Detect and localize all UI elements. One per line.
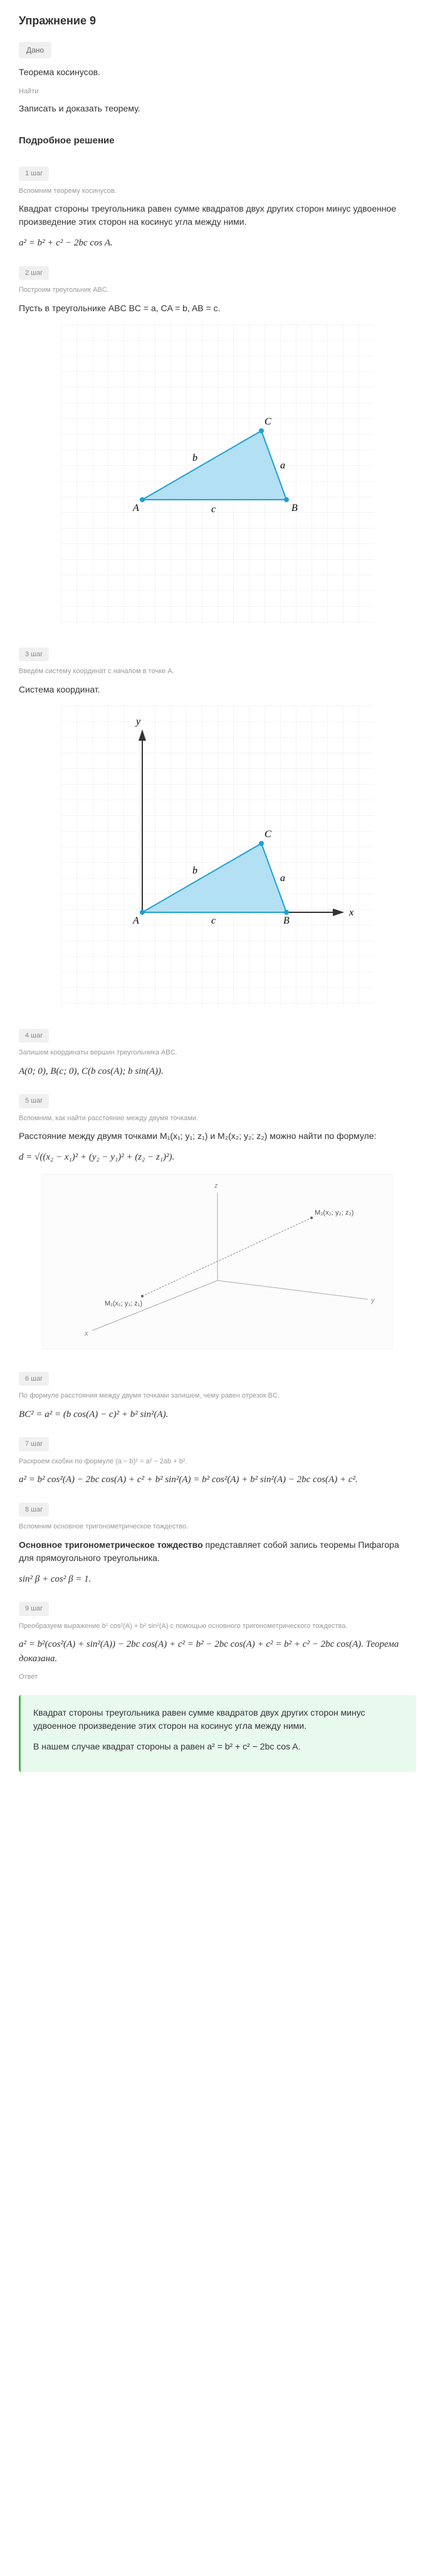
svg-text:c: c xyxy=(211,504,216,515)
triangle-grid-figure: A B C b a c xyxy=(19,324,416,629)
svg-text:z: z xyxy=(214,1182,218,1190)
step-badge: 7 шаг xyxy=(19,1437,49,1451)
3d-svg: y x z M₁(x₁; y₁; z₁) M₂(x₂; y₂; z₂) xyxy=(42,1174,393,1349)
step-badge: 5 шаг xyxy=(19,1094,49,1108)
svg-text:A: A xyxy=(132,503,139,513)
svg-text:b: b xyxy=(192,453,197,463)
axes-svg: x y A B C b a c xyxy=(61,706,374,1006)
step-desc: Раскроем скобки по формуле (a − b)² = a²… xyxy=(19,1456,416,1467)
formula: A(0; 0), B(c; 0), C(b cos(A); b sin(A)). xyxy=(19,1064,416,1079)
solution-title: Подробное решение xyxy=(19,134,416,148)
find-label: Найти xyxy=(19,86,416,97)
formula: sin² β + cos² β = 1. xyxy=(19,1572,416,1587)
svg-text:x: x xyxy=(349,907,354,918)
step-desc: По формуле расстояния между двумя точкам… xyxy=(19,1391,416,1401)
svg-text:c: c xyxy=(211,915,216,926)
step-badge: 2 шаг xyxy=(19,266,49,281)
step-desc: Запишем координаты вершин треугольника A… xyxy=(19,1048,416,1058)
step-desc: Построим треугольник ABC. xyxy=(19,285,416,296)
step-badge: 6 шаг xyxy=(19,1372,49,1386)
formula: a² = b²(cos²(A) + sin²(A)) − 2bc cos(A) … xyxy=(19,1637,416,1666)
step-badge: 3 шаг xyxy=(19,647,49,662)
step-desc: Преобразуем выражение b² cos²(A) + b² si… xyxy=(19,1621,416,1632)
find-text: Записать и доказать теорему. xyxy=(19,102,416,115)
step-badge: 4 шаг xyxy=(19,1029,49,1043)
step-text: Расстояние между двумя точками M₁(x₁; y₁… xyxy=(19,1130,416,1143)
svg-text:A: A xyxy=(132,915,139,926)
svg-text:M₁(x₁; y₁; z₁): M₁(x₁; y₁; z₁) xyxy=(105,1300,142,1307)
svg-text:B: B xyxy=(283,915,290,926)
formula: a² = b² cos²(A) − 2bc cos(A) + c² + b² s… xyxy=(19,1473,416,1487)
step-badge: 9 шаг xyxy=(19,1602,49,1616)
svg-text:x: x xyxy=(84,1330,88,1337)
svg-text:y: y xyxy=(135,716,141,727)
formula: d = √((x₂ − x₁)² + (y₂ − y₁)² + (z₂ − z₁… xyxy=(19,1150,416,1165)
answer-text: В нашем случае квадрат стороны a равен a… xyxy=(33,1740,404,1753)
answer-box: Квадрат стороны треугольника равен сумме… xyxy=(19,1695,416,1772)
answer-label: Ответ xyxy=(19,1672,416,1682)
formula: a² = b² + c² − 2bc cos A. xyxy=(19,236,416,250)
step-badge: 1 шаг xyxy=(19,167,49,181)
step-desc: Вспомним основное тригонометрическое тож… xyxy=(19,1522,416,1532)
given-text: Теорема косинусов. xyxy=(19,66,416,79)
triangle-axes-figure: x y A B C b a c xyxy=(19,706,416,1010)
step-badge: 8 шаг xyxy=(19,1503,49,1517)
step-text: Система координат. xyxy=(19,683,416,696)
step-text: Квадрат стороны треугольника равен сумме… xyxy=(19,202,416,229)
step-text: Основное тригонометрическое тождество пр… xyxy=(19,1538,416,1565)
svg-text:a: a xyxy=(280,873,285,884)
svg-text:b: b xyxy=(192,865,197,876)
svg-text:B: B xyxy=(291,503,298,513)
svg-text:a: a xyxy=(280,460,285,471)
svg-text:C: C xyxy=(265,829,271,840)
step-desc: Вспомним, как найти расстояние между дву… xyxy=(19,1113,416,1124)
svg-text:C: C xyxy=(265,416,271,427)
triangle-svg: A B C b a c xyxy=(61,324,374,625)
step-desc: Вспомним теорему косинусов. xyxy=(19,186,416,197)
step-desc: Введём систему координат с началом в точ… xyxy=(19,666,416,677)
exercise-title: Упражнение 9 xyxy=(19,13,416,29)
step-text: Пусть в треугольнике ABC BC = a, CA = b,… xyxy=(19,302,416,315)
svg-text:M₂(x₂; y₂; z₂): M₂(x₂; y₂; z₂) xyxy=(315,1209,354,1217)
answer-text: Квадрат стороны треугольника равен сумме… xyxy=(33,1706,404,1733)
given-badge: Дано xyxy=(19,42,51,58)
formula: BC² = a² = (b cos(A) − c)² + b² sin²(A). xyxy=(19,1408,416,1422)
3d-figure: y x z M₁(x₁; y₁; z₁) M₂(x₂; y₂; z₂) xyxy=(19,1174,416,1353)
